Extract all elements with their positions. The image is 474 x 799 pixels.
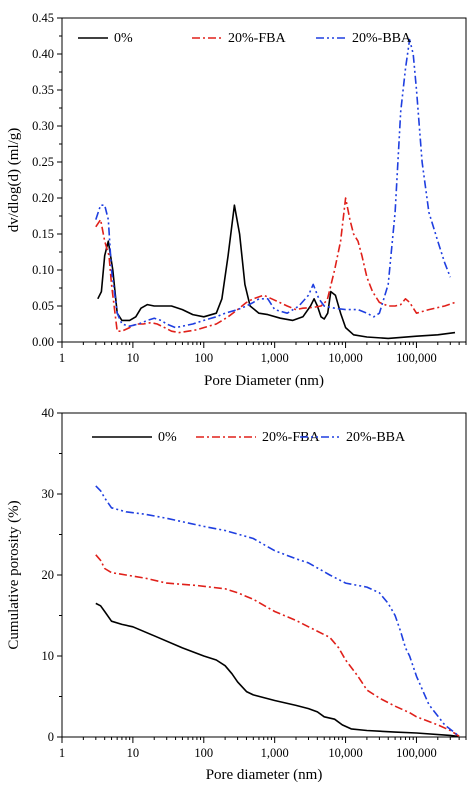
x-tick-label: 10: [127, 351, 140, 365]
chart-1: 1 10 100 1,000 10,000 100,000 0.00 0.05 0.10 0.15…: [6, 11, 467, 389]
y-tick-label: 0.30: [32, 119, 54, 133]
y-tick-label: 0.20: [32, 191, 54, 205]
legend-label-2: 20%-FBA: [228, 31, 286, 46]
y-tick-label: 0.10: [32, 263, 54, 277]
y-tick-label: 0.25: [32, 155, 54, 169]
legend-label-2: 20%-FBA: [262, 430, 320, 445]
y-tick-label: 40: [42, 406, 55, 420]
series-line-2: [95, 554, 460, 737]
series-line-3: [95, 38, 452, 329]
series-line-1: [95, 602, 460, 738]
x-tick-label: 10,000: [328, 351, 362, 365]
y-tick-label: 10: [42, 649, 55, 663]
x-axis-title: Pore Diameter (nm): [204, 373, 324, 389]
y-axis-title: Cumulative porosity (%): [6, 500, 22, 649]
series-line-3: [95, 485, 460, 737]
y-tick-label: 0.45: [32, 11, 54, 25]
y-tick-label: 0: [48, 730, 54, 744]
plot-frame: [61, 17, 467, 343]
series-line-2: [95, 197, 456, 334]
y-axis-title: dv/dlog(d) (ml/g): [6, 128, 22, 233]
x-tick-label: 1: [59, 746, 65, 760]
legend-label-3: 20%-BBA: [346, 430, 406, 445]
x-axis-title: Pore diameter (nm): [206, 767, 323, 783]
y-tick-label: 0.05: [32, 299, 54, 313]
y-tick-label: 0.00: [32, 335, 54, 349]
legend-label-1: 0%: [114, 31, 133, 46]
x-tick-label: 10: [127, 746, 140, 760]
chart-2: 1 10 100 1,000 10,000 100,000 0 10 20 30 40 Pore di…: [6, 406, 467, 783]
y-tick-label: 0.40: [32, 47, 54, 61]
y-tick-label: 20: [42, 568, 55, 582]
x-tick-label: 1,000: [261, 351, 289, 365]
legend-label-3: 20%-BBA: [352, 31, 412, 46]
x-tick-label: 100,000: [396, 746, 437, 760]
y-tick-label: 30: [42, 487, 55, 501]
y-tick-label: 0.35: [32, 83, 54, 97]
x-tick-label: 100: [194, 351, 213, 365]
y-tick-label: 0.15: [32, 227, 54, 241]
x-tick-label: 100,000: [396, 351, 437, 365]
x-tick-label: 10,000: [328, 746, 362, 760]
x-tick-label: 1: [59, 351, 65, 365]
legend-label-1: 0%: [158, 430, 177, 445]
x-tick-label: 1,000: [261, 746, 289, 760]
x-tick-label: 100: [194, 746, 213, 760]
series-line-1: [97, 204, 456, 340]
